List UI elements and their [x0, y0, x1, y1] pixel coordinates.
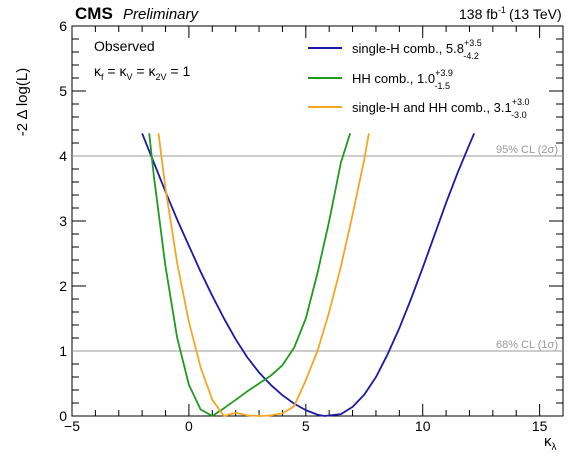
- x-tick-label: −5: [64, 418, 80, 434]
- y-axis-title: -2 Δ log(L): [14, 68, 31, 136]
- kappa-f-sub: f: [101, 72, 104, 82]
- lumi-value: 138 fb: [459, 6, 498, 22]
- y-tick-label: 3: [59, 213, 67, 229]
- kappa-2v: = κ: [133, 63, 157, 79]
- x-axis-title-sub: λ: [552, 442, 557, 453]
- x-axis-title-main: κ: [544, 433, 552, 450]
- kappa-v: = κ: [104, 63, 128, 79]
- y-tick-label: 4: [59, 148, 67, 164]
- legend: single-H comb., 5.8+3.5 -4.2 HH comb., 1.0…: [308, 38, 529, 120]
- curves: [141, 132, 476, 417]
- y-tick-label: 1: [59, 343, 67, 359]
- kappa-2v-sub: 2V: [155, 72, 166, 82]
- plot-frame: [71, 25, 564, 417]
- likelihood-curve: [157, 133, 370, 417]
- x-tick-label: 15: [532, 418, 548, 434]
- y-tick-label: 0: [59, 408, 67, 424]
- cms-label: CMS: [75, 4, 113, 23]
- preliminary-label: Preliminary: [123, 6, 200, 23]
- x-tick-labels: −5 0 5 10 15: [64, 418, 548, 434]
- likelihood-curve: [141, 132, 476, 417]
- x-axis-title: κλ: [544, 433, 557, 453]
- cl-label: 68% CL (1σ): [496, 339, 558, 351]
- observed-label: Observed: [94, 38, 155, 54]
- legend-entry: HH comb., 1.0+3.9 -1.5: [352, 68, 453, 91]
- x-tick-label: 10: [415, 418, 431, 434]
- axis-ticks: [71, 25, 564, 417]
- lumi-exponent: -1: [498, 5, 506, 15]
- likelihood-curve: [148, 133, 352, 417]
- kappa-v-sub: V: [126, 72, 132, 82]
- x-tick-label: 0: [185, 418, 193, 434]
- legend-entry: single-H comb., 5.8+3.5 -4.2: [352, 38, 482, 61]
- kappa-f: κ: [94, 63, 102, 79]
- y-tick-label: 6: [59, 18, 67, 34]
- x-tick-label: 5: [302, 418, 310, 434]
- reference-lines: 95% CL (2σ) 68% CL (1σ): [72, 144, 563, 352]
- energy-label: (13 TeV): [509, 6, 562, 22]
- lumi-label: 138 fb-1 (13 TeV): [459, 5, 562, 22]
- kappa-constraint-label: κf = κV = κ2V = 1: [94, 63, 190, 82]
- y-tick-label: 5: [59, 83, 67, 99]
- y-tick-label: 2: [59, 278, 67, 294]
- y-tick-labels: 0 1 2 3 4 5 6: [59, 18, 67, 424]
- kappa-eq-1: = 1: [166, 63, 190, 79]
- legend-entry: single-H and HH comb., 3.1+3.0 -3.0: [352, 97, 529, 120]
- cl-label: 95% CL (2σ): [496, 144, 558, 156]
